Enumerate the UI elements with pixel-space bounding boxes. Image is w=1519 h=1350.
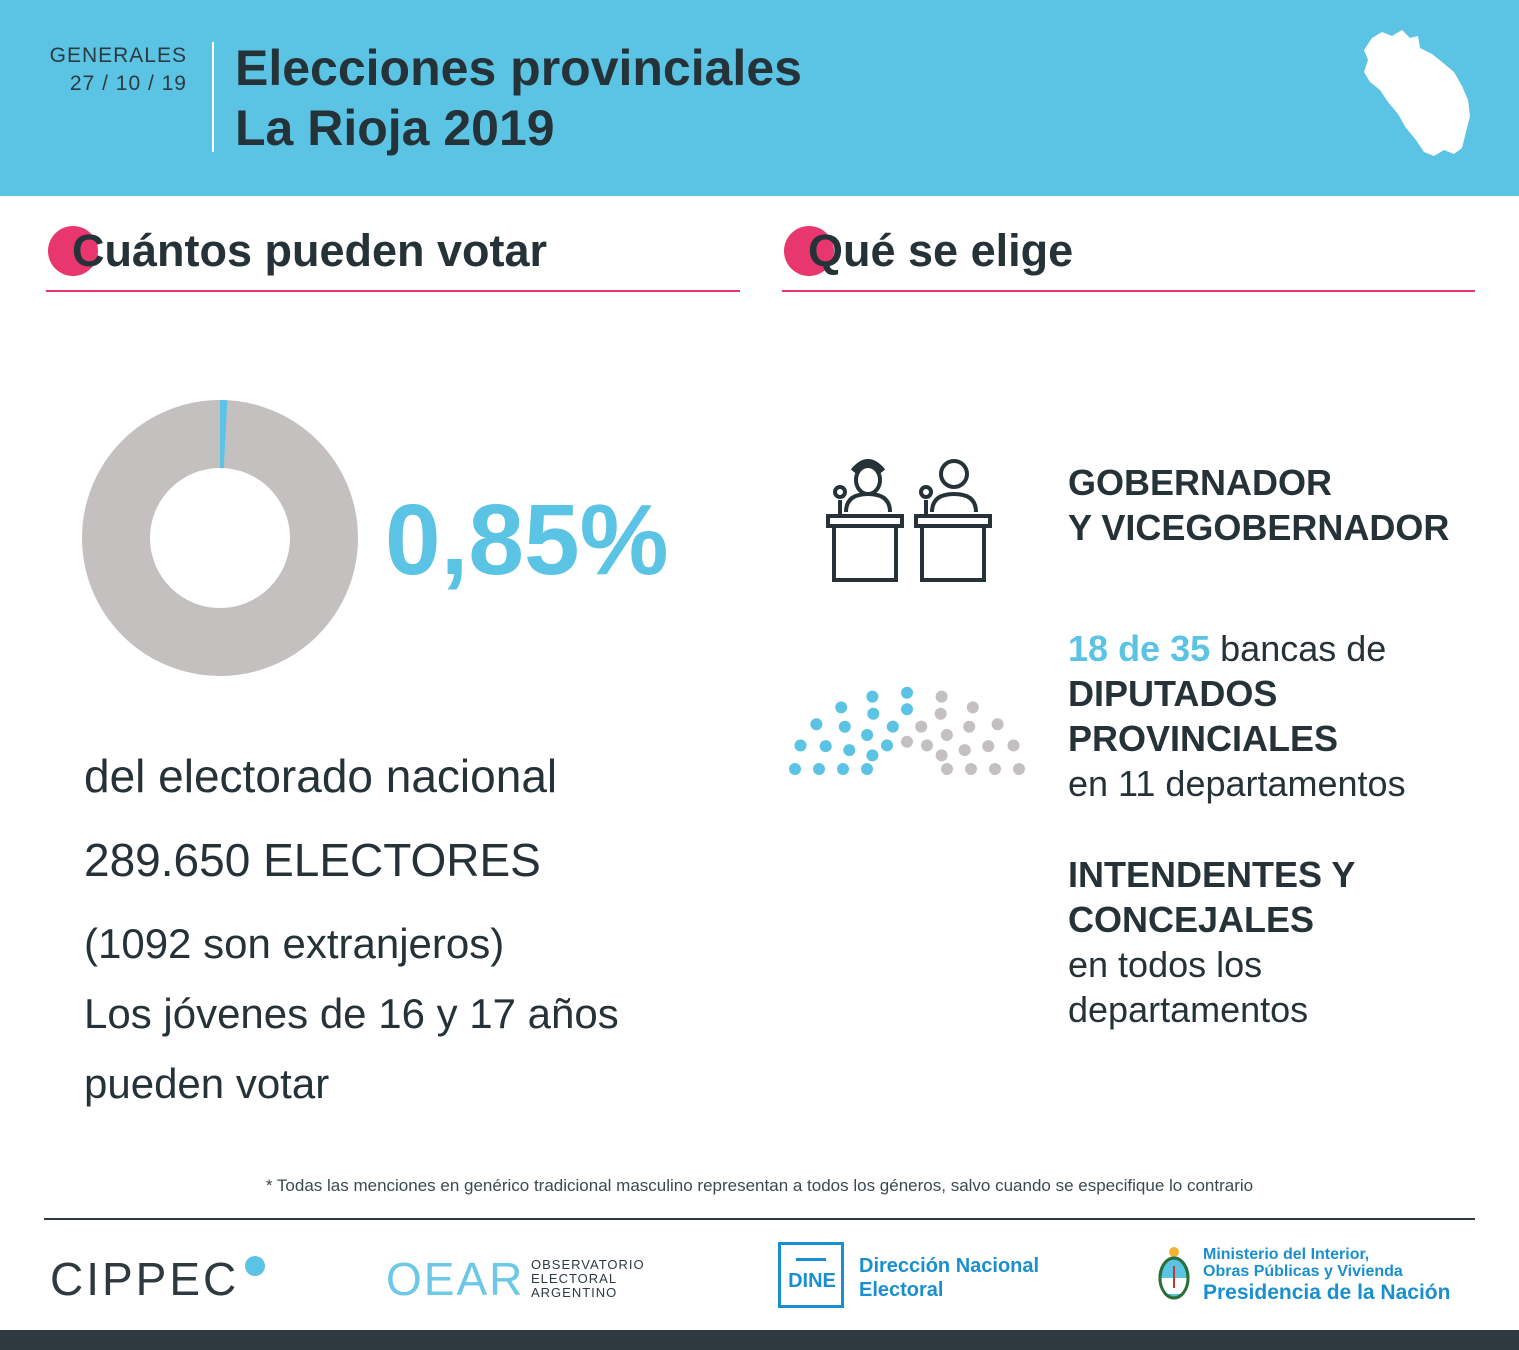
percent-value: 0,85% xyxy=(385,484,669,596)
ministry-line1: Ministerio del Interior, xyxy=(1203,1246,1370,1263)
electors-number: 289.650 xyxy=(84,834,251,886)
seat-dot xyxy=(901,735,913,748)
section-heading-right: Qué se elige xyxy=(782,222,1482,292)
seat-dot xyxy=(838,720,851,733)
heading-dot xyxy=(784,226,834,276)
seats-suffix: bancas de xyxy=(1220,628,1387,669)
seat-dot xyxy=(810,718,823,731)
la-rioja-map-icon xyxy=(1364,30,1470,156)
seats-line: 18 de 35 bancas de xyxy=(1068,626,1386,671)
podium-icon xyxy=(826,459,992,582)
page-title: Elecciones provinciales La Rioja 2019 xyxy=(235,38,802,158)
seat-dot xyxy=(915,720,928,733)
seat-dot xyxy=(794,739,807,752)
ministry-name: Ministerio del Interior, Obras Públicas … xyxy=(1203,1246,1450,1306)
gov-line2: Y VICEGOBERNADOR xyxy=(1068,507,1450,548)
seat-dot xyxy=(866,690,879,703)
seat-dot xyxy=(934,707,947,720)
title-line1: Elecciones provinciales xyxy=(235,40,802,96)
dine-logo-text: DINE xyxy=(788,1270,836,1292)
donut-segment-rioja xyxy=(220,400,228,469)
seats-elected: 18 xyxy=(1068,628,1109,669)
seat-dot xyxy=(901,686,913,699)
parliament-seats-icon xyxy=(789,686,1025,775)
dine-name2: Electoral xyxy=(859,1279,944,1301)
dine-logo-box xyxy=(778,1242,844,1308)
cippec-logo: CIPPEC xyxy=(50,1253,240,1305)
event-date: 27 / 10 / 19 xyxy=(69,72,187,95)
seat-dot xyxy=(921,739,933,752)
int-line4: departamentos xyxy=(1068,989,1309,1030)
seat-dot xyxy=(867,707,880,720)
seat-dot xyxy=(935,690,948,703)
oear-logo: OEAR xyxy=(386,1253,525,1305)
seat-dot xyxy=(958,744,971,757)
dine-name1: Dirección Nacional xyxy=(859,1255,1040,1277)
electors-label: ELECTORES xyxy=(263,834,541,886)
seat-dot xyxy=(1013,763,1025,775)
int-line3: en todos los xyxy=(1068,944,1263,985)
header-banner: GENERALES 27 / 10 / 19 Elecciones provin… xyxy=(0,0,1519,196)
seat-dot xyxy=(982,740,995,753)
title-line2: La Rioja 2019 xyxy=(235,100,555,156)
gov-line1: GOBERNADOR xyxy=(1068,462,1333,503)
footnote: * Todas las menciones en genérico tradic… xyxy=(265,1176,1254,1195)
bottom-bar xyxy=(0,1330,1519,1350)
seat-dot xyxy=(940,729,953,741)
seat-dot xyxy=(1007,739,1020,752)
seat-dot xyxy=(861,729,874,741)
seat-dot xyxy=(843,744,856,757)
seat-dot xyxy=(837,763,849,775)
dip-line3: en 11 departamentos xyxy=(1068,763,1406,804)
seat-dot xyxy=(963,720,976,733)
youth-line1: Los jóvenes de 16 y 17 años xyxy=(84,990,619,1037)
seat-dot xyxy=(965,763,977,775)
section-rule-right xyxy=(782,290,1475,292)
section-heading-left: Cuántos pueden votar xyxy=(46,222,746,292)
seat-dot xyxy=(819,740,832,753)
electors-line: 289.650 ELECTORES xyxy=(84,832,541,888)
oear-subtitle: OBSERVATORIO ELECTORAL ARGENTINO xyxy=(531,1258,645,1300)
seat-dot xyxy=(901,703,913,716)
seat-dot xyxy=(789,763,801,775)
dine-logo-bar xyxy=(796,1258,826,1261)
seat-dot xyxy=(966,701,979,714)
oear-sub1: OBSERVATORIO xyxy=(531,1257,645,1272)
youth-line2: pueden votar xyxy=(84,1060,330,1107)
heading-text: Qué se elige xyxy=(808,225,1074,276)
seat-dot xyxy=(861,763,873,775)
national-shield-icon xyxy=(1158,1247,1190,1300)
seat-dot xyxy=(991,718,1004,731)
int-line1: INTENDENTES Y xyxy=(1068,854,1356,895)
ministry-line2: Obras Públicas y Vivienda xyxy=(1203,1263,1403,1280)
cippec-badge-icon xyxy=(245,1256,265,1276)
dine-name: Dirección Nacional Electoral xyxy=(859,1254,1039,1302)
heading-dot xyxy=(48,226,98,276)
seat-dot xyxy=(813,763,825,775)
seat-dot xyxy=(866,749,879,762)
dip-line2: PROVINCIALES xyxy=(1068,718,1339,759)
footer-rule xyxy=(44,1218,1475,1220)
seat-dot xyxy=(935,749,948,762)
seats-total: 35 xyxy=(1170,628,1211,669)
heading-text: Cuántos pueden votar xyxy=(72,225,548,276)
oear-sub2: ELECTORAL xyxy=(531,1271,618,1286)
seat-dot xyxy=(989,763,1001,775)
event-info: GENERALES 27 / 10 / 19 xyxy=(50,42,187,98)
seat-dot xyxy=(886,720,899,733)
seat-dot xyxy=(941,763,953,775)
seat-dot xyxy=(835,701,848,714)
seats-de: de xyxy=(1118,628,1161,669)
foreigners-count: (1092 son extranjeros) xyxy=(84,920,505,967)
ministry-line3: Presidencia de la Nación xyxy=(1203,1281,1451,1304)
seat-dot xyxy=(881,739,893,752)
oear-sub3: ARGENTINO xyxy=(531,1285,618,1300)
section-rule-left xyxy=(46,290,740,292)
electorate-donut-chart xyxy=(82,400,358,676)
int-line2: CONCEJALES xyxy=(1068,899,1315,940)
header-divider xyxy=(212,42,214,152)
event-label: GENERALES xyxy=(49,44,187,67)
dip-line1: DIPUTADOS xyxy=(1068,673,1278,714)
electorate-caption: del electorado nacional xyxy=(84,750,558,802)
